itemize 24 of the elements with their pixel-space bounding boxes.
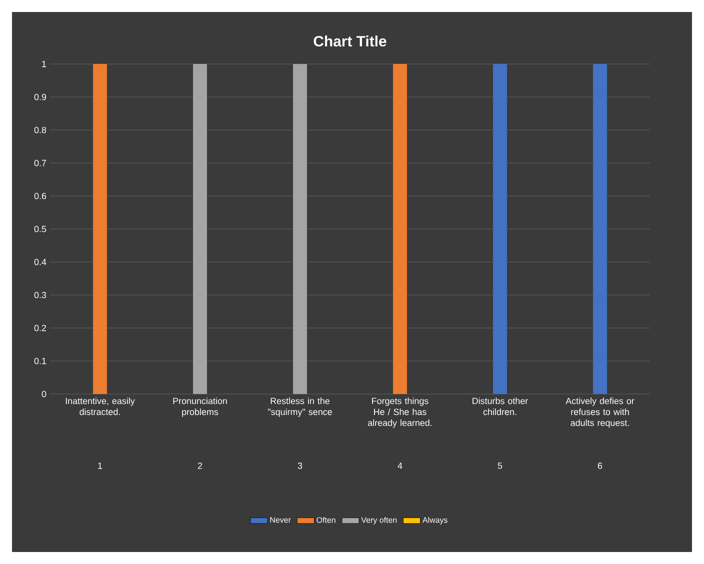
x-tick-label: Pronunciation problems	[173, 398, 227, 417]
y-tick-label: 0	[42, 390, 46, 398]
text: 1	[98, 462, 102, 469]
y-tick-label: 0.8	[34, 126, 46, 134]
x-tick-label: Restless in the "squirmy" sence	[268, 398, 332, 417]
text: 4	[398, 462, 402, 469]
x-tick-label: Actively defies or refuses to with adults request.	[566, 398, 634, 428]
y-tick-label: 1	[42, 60, 46, 68]
text: 5	[498, 462, 502, 469]
y-tick-label: 0.7	[34, 160, 46, 166]
chart-title: Chart Title	[314, 36, 386, 47]
y-tick-label: 0.1	[34, 358, 46, 364]
y-tick-label: 0.9	[34, 94, 46, 100]
x-tick-label: Disturbs other children.	[472, 398, 528, 416]
y-tick-label: 0.6	[34, 192, 46, 200]
text: 6	[598, 462, 602, 469]
text: 3	[298, 462, 302, 469]
y-tick-label: 0.3	[34, 292, 46, 298]
x-tick-label: Inattentive, easily distracted.	[66, 398, 135, 416]
y-tick-label: 0.4	[34, 258, 46, 266]
y-tick-label: 0.2	[34, 324, 46, 332]
y-tick-label: 0.5	[34, 226, 46, 232]
x-tick-label: Forgets things He / She has already learned.	[368, 398, 432, 428]
text: 2	[198, 462, 202, 469]
